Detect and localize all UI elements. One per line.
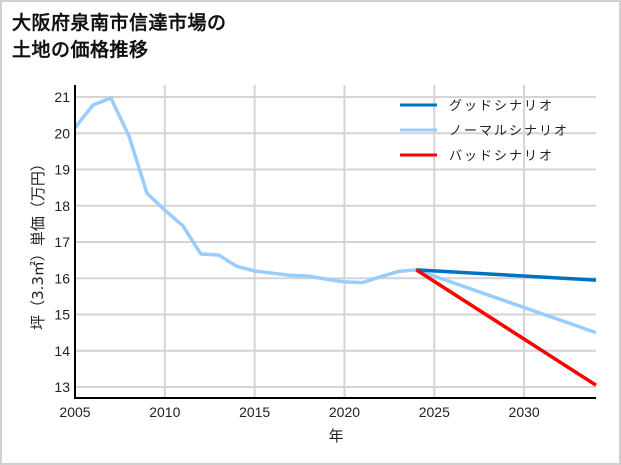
title-line-2: 土地の価格推移 bbox=[12, 39, 149, 61]
series-line bbox=[73, 96, 597, 335]
legend-label: バッドシナリオ bbox=[449, 149, 554, 164]
y-tick-label: 21 bbox=[54, 89, 70, 105]
y-tick-label: 19 bbox=[54, 162, 70, 178]
title-line-1: 大阪府泉南市信達市場の bbox=[12, 12, 227, 34]
y-tick-label: 13 bbox=[54, 379, 70, 395]
y-tick-label: 14 bbox=[54, 343, 70, 359]
x-axis-label: 年 bbox=[328, 427, 343, 445]
y-tick-label: 16 bbox=[54, 270, 70, 286]
legend-label: グッドシナリオ bbox=[449, 99, 554, 114]
x-tick-label: 2030 bbox=[509, 404, 540, 420]
x-tick-label: 2015 bbox=[239, 404, 270, 420]
chart-title: 大阪府泉南市信達市場の 土地の価格推移 bbox=[12, 10, 227, 64]
y-tick-label: 20 bbox=[54, 125, 70, 141]
data-series bbox=[73, 96, 597, 387]
y-tick-label: 18 bbox=[54, 198, 70, 214]
y-tick-label: 17 bbox=[54, 234, 70, 250]
y-tick-label: 15 bbox=[54, 307, 70, 323]
x-tick-label: 2005 bbox=[59, 404, 90, 420]
x-tick-label: 2010 bbox=[149, 404, 180, 420]
series-line bbox=[416, 268, 597, 282]
y-axis-label: 坪（3.3㎡）単価（万円） bbox=[29, 156, 47, 330]
series-line bbox=[415, 268, 597, 387]
x-tick-label: 2025 bbox=[419, 404, 450, 420]
axes bbox=[74, 85, 596, 399]
tick-labels: 13 14 15 16 17 18 19 20 21 2005 2010 2015 2020 2025 20… bbox=[54, 89, 539, 420]
legend-label: ノーマルシナリオ bbox=[449, 124, 569, 139]
x-tick-label: 2020 bbox=[329, 404, 360, 420]
